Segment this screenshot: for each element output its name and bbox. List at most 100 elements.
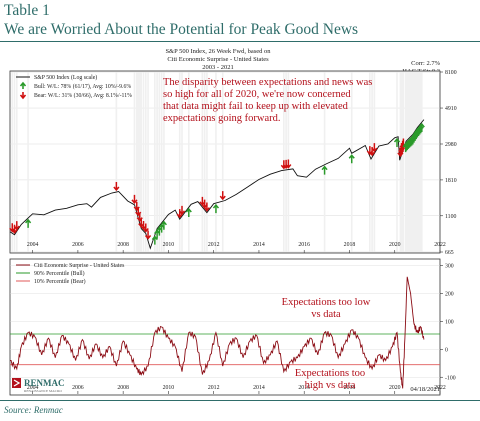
signal-band [417, 72, 420, 252]
annotation-too-low: Expectations too low vs data [282, 297, 371, 320]
bottom-x-tick-label: 2012 [208, 385, 220, 391]
signal-band [410, 72, 413, 252]
figure-title-2: Citi Economic Surprise - United States [167, 56, 269, 63]
top-y-tick-label: 1810 [445, 178, 457, 184]
bear-signal-arrow [142, 223, 149, 233]
top-y-tick-label: 1100 [445, 214, 456, 220]
signal-band [178, 72, 181, 252]
bull-signal-arrow [348, 154, 355, 164]
top-x-tick-label: 2020 [389, 242, 401, 248]
signal-band [187, 72, 190, 252]
signal-band [160, 72, 163, 252]
top-x-tick-label: 2016 [298, 242, 310, 248]
annotation-line: so high for all of 2020, we're now conce… [163, 89, 351, 100]
bottom-y-tick-label: 300 [445, 264, 454, 270]
top-x-tick-label: 2022 [434, 242, 446, 248]
signal-band [369, 72, 371, 252]
signal-band [221, 72, 224, 252]
annotation-line: high vs data [305, 380, 356, 391]
table-header: Table 1 We are Worried About the Potenti… [4, 1, 476, 39]
signal-band [408, 72, 411, 252]
signal-band [27, 72, 29, 252]
bear-signal-arrow [371, 143, 378, 153]
bottom-panel-grid [10, 265, 440, 378]
signal-band [15, 72, 18, 252]
renmac-logo-glyph [13, 379, 21, 387]
top-panel-frame [9, 70, 441, 254]
header-rule [0, 41, 480, 42]
top-x-tick-label: 2014 [253, 242, 265, 248]
annotation-line: Expectations too low [282, 297, 371, 308]
annotation-too-high: Expectations too high vs data [295, 368, 365, 391]
bottom-x-tick-label: 2004 [27, 385, 39, 391]
signal-band [418, 72, 421, 252]
annotation-line: Expectations too [295, 368, 365, 379]
annotation-line: expectations going forward. [163, 113, 281, 124]
signal-band [415, 72, 418, 252]
bear-signal-arrow [285, 159, 292, 169]
signal-band [371, 72, 373, 252]
corr-stat: Corr: 2.7% [411, 60, 440, 67]
signal-band [11, 72, 14, 252]
bottom-x-tick-label: 2006 [72, 385, 84, 391]
signal-band [406, 72, 408, 252]
top-x-tick-label: 2004 [27, 242, 39, 248]
bear-signal-arrow [176, 209, 183, 219]
renmac-logo-subtext: RENAISSANCE MACRO [24, 389, 62, 393]
footer-rule [0, 400, 480, 401]
signal-band [412, 72, 414, 252]
source-note: Source: Renmac [4, 405, 63, 415]
signal-band [133, 72, 136, 252]
top-panel-grid [10, 71, 440, 253]
top-x-tick-label: 2018 [344, 242, 356, 248]
signal-band [215, 72, 217, 252]
signal-band [416, 72, 419, 252]
signal-band [407, 72, 410, 252]
signal-band [414, 72, 416, 252]
bear-signal-arrow [136, 212, 143, 222]
top-x-ticks: 2004 2006 2008 2010 2012 2014 2016 2018 2020 2022 [27, 242, 446, 253]
bottom-y-tick-label: -100 [445, 375, 456, 381]
bear-signal-arrow [144, 230, 152, 240]
bull-signal-arrow [418, 122, 425, 133]
bear-arrow-icon [19, 92, 27, 100]
signal-band [163, 72, 165, 252]
signal-band [413, 72, 415, 252]
bottom-y-tick-label: 0 [445, 347, 448, 353]
signal-band [421, 72, 423, 252]
signal-band [203, 72, 206, 252]
bull-signal-arrow [160, 220, 167, 230]
signal-band [144, 72, 147, 252]
signal-band [396, 72, 398, 252]
figure-title-1: S&P 500 Index, 26 Week Fwd, based on [165, 48, 271, 55]
legend-spx-label: S&P 500 Index (Log scale) [34, 74, 97, 81]
top-x-tick-label: 2008 [117, 242, 129, 248]
bull-arrow-icon [19, 81, 27, 89]
signal-band [154, 72, 156, 252]
signal-band [373, 72, 376, 252]
annotation-line: vs data [311, 309, 341, 320]
annotation-line: The disparity between expectations and n… [163, 77, 372, 88]
bear-signal-arrow [203, 202, 210, 212]
signal-band [201, 72, 204, 252]
bottom-x-tick-label: 2022 [434, 385, 446, 391]
cesi-line [10, 276, 425, 389]
bear-signal-arrow [13, 221, 20, 231]
renmac-logo-text: RENMAC [24, 378, 65, 388]
signal-arrows [9, 122, 425, 245]
bull-signal-arrow [212, 203, 220, 214]
top-y-ticks: 665 1100 1810 2980 4910 8100 [440, 70, 457, 256]
top-y-tick-label: 2980 [445, 142, 457, 148]
bottom-x-tick-label: 2010 [163, 385, 175, 391]
signal-band [181, 72, 183, 252]
legend-bull-pct-label: 90% Percentile (Bull) [34, 270, 85, 277]
bear-signal-arrow [219, 191, 226, 201]
chart-figure: S&P 500 Index, 26 Week Fwd, based on Cit… [9, 48, 457, 396]
bottom-panel-frame [9, 258, 441, 396]
signal-band [13, 72, 16, 252]
top-x-tick-label: 2010 [163, 242, 175, 248]
bottom-x-tick-label: 2020 [389, 385, 401, 391]
bottom-x-tick-label: 2016 [298, 385, 310, 391]
figure-date: 04/18/2021 [410, 386, 440, 393]
figure-title-3: 2003 - 2021 [202, 64, 233, 71]
